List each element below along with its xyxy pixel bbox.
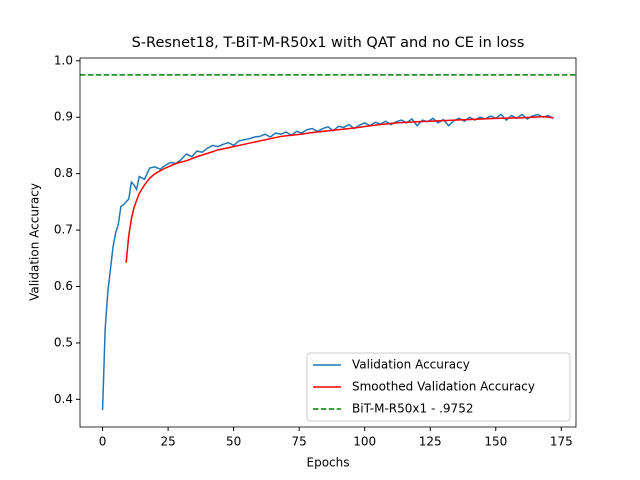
x-tick-label: 25 bbox=[160, 435, 175, 449]
y-tick-label: 0.9 bbox=[54, 110, 73, 124]
chart-title: S-Resnet18, T-BiT-M-R50x1 with QAT and n… bbox=[132, 35, 525, 51]
legend-box bbox=[306, 352, 571, 422]
x-axis-label: Epochs bbox=[307, 456, 350, 470]
legend-label: Validation Accuracy bbox=[352, 358, 470, 372]
x-tick-label: 175 bbox=[550, 435, 573, 449]
y-tick-label: 0.8 bbox=[54, 166, 73, 180]
x-tick-label: 150 bbox=[484, 435, 507, 449]
axes-frame bbox=[79, 57, 577, 428]
y-tick-label: 0.7 bbox=[54, 223, 73, 237]
y-tick-label: 0.4 bbox=[54, 392, 73, 406]
y-tick-label: 1.0 bbox=[54, 53, 73, 67]
y-tick-label: 0.5 bbox=[54, 335, 73, 349]
x-tick-label: 100 bbox=[353, 435, 376, 449]
legend-label: Smoothed Validation Accuracy bbox=[352, 380, 535, 394]
y-axis-label: Validation Accuracy bbox=[28, 183, 42, 301]
x-tick-label: 0 bbox=[99, 435, 107, 449]
x-tick-label: 50 bbox=[226, 435, 241, 449]
x-tick-label: 125 bbox=[419, 435, 442, 449]
data-line bbox=[125, 115, 554, 263]
x-tick-label: 75 bbox=[292, 435, 307, 449]
legend-label: BiT-M-R50x1 - .9752 bbox=[352, 402, 473, 416]
y-tick-label: 0.6 bbox=[54, 279, 73, 293]
